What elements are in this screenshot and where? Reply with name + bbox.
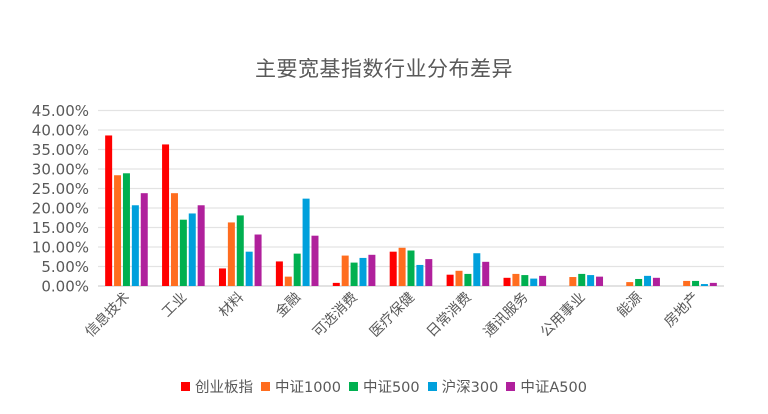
bar <box>350 262 358 286</box>
bar <box>359 257 367 286</box>
bar <box>197 205 205 286</box>
x-axis: 信息技术 工业 材料 金融 可选消费 医疗保健 日常消费 通讯服务 公用事业 能源 房地产 <box>82 289 703 341</box>
legend-item: 沪深300 <box>427 376 499 397</box>
legend-label: 中证500 <box>362 380 420 396</box>
bar <box>245 251 253 286</box>
x-tick-label: 信息技术 <box>82 289 134 341</box>
x-tick-label: 医疗保健 <box>367 290 418 341</box>
bar <box>521 275 529 286</box>
bar <box>332 282 340 286</box>
bar <box>218 268 226 286</box>
y-tick-label: 30.00% <box>32 161 89 179</box>
x-tick-label: 公用事业 <box>538 290 589 341</box>
bar <box>539 275 547 286</box>
y-tick-label: 45.00% <box>32 102 89 120</box>
x-tick-label: 工业 <box>159 290 190 321</box>
legend-label: 中证A500 <box>520 380 587 396</box>
bar <box>569 277 577 286</box>
bar <box>188 213 196 286</box>
bar <box>635 278 643 286</box>
bar <box>389 251 397 286</box>
bar <box>416 264 424 286</box>
bar <box>425 259 433 286</box>
legend-swatch-icon <box>427 382 437 391</box>
legend-swatch-icon <box>261 382 271 391</box>
x-tick-label: 日常消费 <box>424 290 475 341</box>
legend: 创业板指 中证1000 中证500 沪深300 中证A500 <box>0 376 768 397</box>
bar <box>341 255 349 286</box>
x-tick-label: 可选消费 <box>310 290 361 341</box>
bar <box>652 277 660 286</box>
bar <box>578 273 586 286</box>
legend-item: 中证1000 <box>261 376 341 397</box>
bar <box>709 282 717 286</box>
x-tick-label: 房地产 <box>661 290 702 331</box>
x-tick-label: 材料 <box>216 290 247 321</box>
bar <box>227 222 235 286</box>
legend-label: 创业板指 <box>195 380 254 396</box>
y-tick-label: 5.00% <box>41 258 89 276</box>
bar <box>275 261 283 286</box>
bar <box>473 253 481 286</box>
legend-label: 沪深300 <box>441 380 499 396</box>
bar <box>236 215 244 286</box>
bar <box>455 270 463 286</box>
bar <box>683 280 691 286</box>
bar <box>140 193 148 286</box>
y-tick-label: 35.00% <box>32 141 89 159</box>
y-tick-label: 15.00% <box>32 219 89 237</box>
bar <box>284 276 292 286</box>
bar <box>464 273 472 286</box>
bar <box>368 254 376 286</box>
legend-swatch-icon <box>181 382 191 391</box>
bar <box>105 135 113 286</box>
y-tick-label: 25.00% <box>32 180 89 198</box>
bar <box>446 274 454 286</box>
y-axis: 0.00% 5.00%10.00% 15.00%20.00% 25.00%30.00%… <box>32 102 89 296</box>
bar <box>162 144 170 286</box>
legend-swatch-icon <box>348 382 358 391</box>
legend-item: 中证500 <box>348 376 420 397</box>
bar <box>530 278 538 286</box>
bar <box>512 273 520 286</box>
bar <box>114 175 122 286</box>
bar <box>644 275 652 286</box>
bar <box>254 234 262 286</box>
chart-title: 主要宽基指数行业分布差异 <box>255 57 513 81</box>
bar <box>131 205 139 286</box>
bar <box>311 235 319 286</box>
bar <box>700 284 708 286</box>
bar <box>170 193 178 286</box>
bar <box>122 173 130 286</box>
legend-item: 中证A500 <box>506 376 587 397</box>
bar <box>596 276 604 286</box>
legend-item: 创业板指 <box>181 376 253 397</box>
bar <box>293 253 301 286</box>
bar <box>302 198 310 286</box>
bar <box>692 280 700 286</box>
x-tick-label: 金融 <box>273 290 304 321</box>
bar <box>407 250 415 286</box>
y-tick-label: 40.00% <box>32 122 89 140</box>
bar <box>587 275 595 286</box>
x-tick-label: 通讯服务 <box>481 290 532 341</box>
y-tick-label: 0.00% <box>41 278 89 296</box>
bar <box>179 219 187 286</box>
bar <box>482 261 490 286</box>
y-tick-label: 10.00% <box>32 239 89 257</box>
bar <box>503 277 511 286</box>
bar <box>398 247 406 286</box>
legend-label: 中证1000 <box>275 380 341 396</box>
legend-swatch-icon <box>506 382 516 391</box>
x-tick-label: 能源 <box>614 290 645 321</box>
bar <box>626 282 634 286</box>
y-tick-label: 20.00% <box>32 200 89 218</box>
bars <box>105 135 717 286</box>
